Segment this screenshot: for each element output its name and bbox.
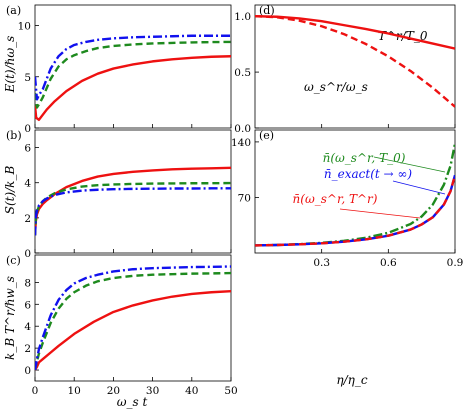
y-tick-label-d: 0.5 — [234, 67, 251, 79]
y-tick-label-b: 4 — [24, 178, 31, 190]
plot-frame-c — [34, 254, 232, 382]
x-axis-label-e: η/η_c — [336, 373, 367, 387]
series-line-b-red-solid — [35, 166, 231, 236]
y-axis-label-c: k_B T^r/ℏw_s — [3, 276, 17, 360]
leader-line-red — [339, 208, 421, 219]
plot-frame-e — [254, 129, 456, 254]
series-line-b-green-dashed — [35, 181, 231, 236]
x-tick-label-c: 40 — [185, 385, 198, 397]
panel-e: (e) η/η_c n̄(ω_s^r, T_0) n̄_exact(t → ∞)… — [231, 129, 463, 387]
leader-line-green — [373, 156, 446, 173]
x-tick-label-e: 0.6 — [380, 257, 397, 269]
panel-label-d: (d) — [259, 4, 275, 17]
annotation-frequency-ratio: ω_s^r/ω_s — [304, 80, 368, 94]
panel-label-b: (b) — [6, 129, 22, 142]
series-line-a-green-dashed — [35, 40, 231, 109]
series-line-a-blue-dashdot — [35, 34, 231, 101]
series-line-c-red-solid — [35, 289, 231, 371]
series-line-e-red-dashed — [255, 174, 455, 247]
y-tick-label-a: 10 — [18, 21, 31, 33]
y-tick-label-c: 0 — [24, 365, 31, 377]
series-line-c-blue-dashdot — [35, 265, 231, 371]
series-line-e-green-dashdot — [255, 143, 455, 247]
y-tick-label-e: 140 — [231, 137, 251, 149]
annotation-n-omega-Tr: n̄(ω_s^r, T^r) — [293, 192, 378, 206]
y-axis-label-a: E(t)/ℏω_s — [3, 36, 17, 94]
y-tick-label-a: 0 — [24, 123, 31, 135]
y-tick-label-c: 2 — [24, 343, 31, 355]
panel-d: (d) T^r/T_0 ω_s^r/ω_s 0.00.51.0 — [234, 4, 456, 135]
panel-a: (a) E(t)/ℏω_s 0 5 10 — [3, 4, 232, 135]
plot-frame-a — [34, 4, 232, 129]
panel-label-c: (c) — [6, 254, 21, 267]
y-tick-label-b: 0 — [24, 248, 31, 260]
y-tick-label-d: 1.0 — [234, 11, 251, 23]
y-axis-label-b: S(t)/k_B — [3, 166, 17, 215]
x-tick-label-e: 0.9 — [447, 257, 463, 269]
panel-label-a: (a) — [6, 4, 21, 17]
series-line-d-red-solid — [255, 14, 455, 50]
annotation-n-exact: n̄_exact(t → ∞) — [324, 167, 412, 181]
x-axis-label-c: ω_s t — [117, 395, 148, 409]
series-line-d-red-dashed — [255, 14, 455, 108]
y-tick-label-c: 6 — [24, 299, 31, 311]
x-tick-label-c: 50 — [224, 385, 237, 397]
x-tick-label-c: 20 — [107, 385, 120, 397]
series-line-b-blue-dashdot — [35, 187, 231, 236]
y-tick-label-a: 5 — [24, 72, 31, 84]
plot-frame-b — [34, 129, 232, 254]
y-tick-label-b: 6 — [24, 143, 31, 155]
y-tick-label-d: 0.0 — [234, 123, 251, 135]
panel-label-e: (e) — [259, 129, 274, 142]
y-tick-label-c: 8 — [24, 277, 31, 289]
series-line-a-red-solid — [35, 55, 231, 121]
series-line-c-green-dashed — [35, 271, 231, 371]
leader-line-blue — [392, 180, 446, 195]
plot-frame-d — [254, 4, 456, 129]
x-tick-label-c: 0 — [32, 385, 39, 397]
y-tick-label-e: 70 — [238, 192, 251, 204]
annotation-n-omega-T0: n̄(ω_s^r, T_0) — [323, 151, 406, 165]
x-tick-label-c: 10 — [68, 385, 81, 397]
x-tick-label-e: 0.3 — [313, 257, 330, 269]
y-tick-label-c: 4 — [24, 321, 31, 333]
panel-b: (b) S(t)/k_B 0 2 4 6 — [3, 129, 232, 260]
x-tick-label-c: 30 — [146, 385, 159, 397]
y-tick-label-b: 2 — [24, 213, 31, 225]
panel-c: (c) k_B T^r/ℏw_s ω_s t 0 10 20 30 40 50 0 2 4 6 8 — [3, 254, 238, 409]
